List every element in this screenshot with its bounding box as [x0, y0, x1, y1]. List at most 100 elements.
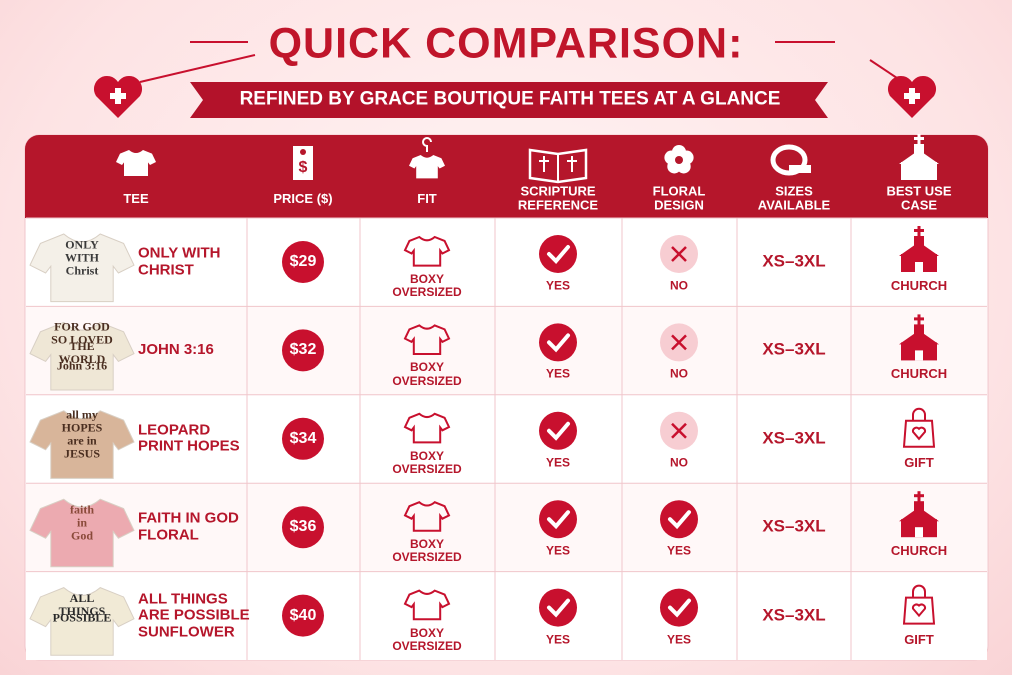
- shirt-image: [29, 321, 135, 391]
- check-mark: [547, 245, 570, 264]
- price-header-icon: [293, 146, 313, 180]
- church-cross-h: [914, 229, 924, 232]
- column-header: SIZES AVAILABLE: [757, 183, 831, 213]
- church-tower: [914, 144, 924, 154]
- column-header: FLORAL DESIGN: [652, 183, 706, 213]
- church-door: [915, 527, 923, 538]
- column-header: BEST USE CASE: [886, 183, 952, 213]
- hanger: [422, 137, 432, 152]
- column-header: FIT: [417, 190, 437, 206]
- church-tower: [914, 236, 924, 246]
- shirt-print: ONLY: [65, 237, 99, 252]
- fit: BOXY OVERSIZED: [392, 271, 462, 299]
- price-symbol-icon: $: [299, 159, 308, 176]
- sizes: XS–3XL: [762, 516, 826, 536]
- use-case: CHURCH: [890, 277, 948, 293]
- bag-heart: [911, 426, 927, 441]
- price: $34: [289, 430, 317, 447]
- use-case: GIFT: [904, 631, 934, 647]
- title: QUICK COMPARISON:: [268, 19, 744, 68]
- tee-name: ONLY WITH CHRIST: [138, 244, 221, 278]
- use-case: CHURCH: [890, 366, 948, 382]
- bag-handle: [912, 584, 926, 598]
- church-icon: [899, 226, 939, 272]
- scripture: YES: [545, 278, 570, 293]
- check-mark: [547, 510, 570, 530]
- check-icon: [660, 500, 698, 539]
- church-door: [915, 262, 923, 272]
- fit-icon: [403, 324, 451, 355]
- ribbon: [190, 82, 828, 118]
- fit: BOXY OVERSIZED: [392, 537, 462, 565]
- column-header: TEE: [123, 190, 149, 206]
- x-mark: [671, 334, 687, 351]
- shirt-print: JESUS: [63, 446, 101, 461]
- check-icon: [539, 588, 577, 627]
- tee-name: ALL THINGS ARE POSSIBLE SUNFLOWER: [138, 589, 250, 640]
- use-case: GIFT: [904, 454, 934, 470]
- fit: BOXY OVERSIZED: [392, 625, 462, 653]
- price-badge: [282, 241, 324, 283]
- sizes: XS–3XL: [762, 251, 826, 271]
- shirt-print: ALL THINGS: [58, 590, 106, 619]
- church-roof: [899, 242, 939, 256]
- price-badge: [282, 329, 324, 372]
- floral: YES: [666, 543, 691, 558]
- x-mark: [671, 422, 687, 439]
- bag-handle: [912, 407, 926, 421]
- subtitle: REFINED BY GRACE BOUTIQUE FAITH TEES AT …: [239, 88, 781, 110]
- fit-icon: [403, 589, 451, 621]
- check-icon: [539, 323, 577, 362]
- church-icon: [899, 314, 939, 361]
- row-bg: [26, 306, 987, 395]
- shirt-print: in: [76, 515, 87, 530]
- floral: YES: [666, 632, 691, 646]
- check-icon: [539, 411, 577, 450]
- church-door: [915, 350, 923, 361]
- heart-right: [887, 75, 937, 119]
- shirt-print: HOPES: [61, 420, 103, 435]
- shirt-image: [29, 498, 135, 568]
- check-mark: [668, 510, 691, 530]
- church-icon: [899, 134, 939, 180]
- table-header: [25, 135, 988, 218]
- column-header: PRICE ($): [273, 190, 333, 206]
- shirt-image: [29, 410, 135, 479]
- sizes: XS–3XL: [762, 605, 826, 625]
- decor: [139, 41, 901, 83]
- price: $40: [289, 606, 317, 624]
- flower-petal: [664, 150, 679, 165]
- tape-strip: [789, 165, 811, 173]
- check-mark: [547, 598, 570, 618]
- row-bg: [26, 394, 987, 484]
- bag-body: [902, 419, 936, 448]
- shirt-print: all my: [66, 407, 98, 422]
- church-tower: [914, 324, 924, 335]
- church-roof: [899, 330, 939, 345]
- x-mark: [671, 246, 687, 262]
- shirt-print: SO LOVED: [51, 332, 113, 347]
- tee-name: JOHN 3:16: [138, 341, 214, 359]
- shirt-print: THE WORLD: [58, 338, 106, 366]
- shirt-print: FOR GOD: [54, 319, 110, 334]
- row-bg: [26, 571, 987, 660]
- gift-icon: [902, 584, 936, 625]
- church-cross-h: [914, 317, 924, 321]
- shirt-print: WITH: [64, 250, 99, 265]
- price: $29: [289, 253, 317, 271]
- price-badge: [282, 594, 324, 637]
- tee-name: LEOPARD PRINT HOPES: [138, 421, 240, 455]
- church-cross-h: [914, 494, 924, 498]
- church-icon: [899, 491, 939, 538]
- shirt-print: are in: [67, 433, 97, 448]
- price-badge: [282, 417, 324, 460]
- floral: NO: [670, 366, 688, 381]
- fit-icon: [403, 501, 451, 532]
- column-header: SCRIPTURE REFERENCE: [517, 183, 599, 213]
- price-badge: [282, 506, 324, 549]
- shirt-image: [29, 587, 135, 656]
- scripture: YES: [545, 543, 570, 558]
- sizes: XS–3XL: [762, 428, 826, 448]
